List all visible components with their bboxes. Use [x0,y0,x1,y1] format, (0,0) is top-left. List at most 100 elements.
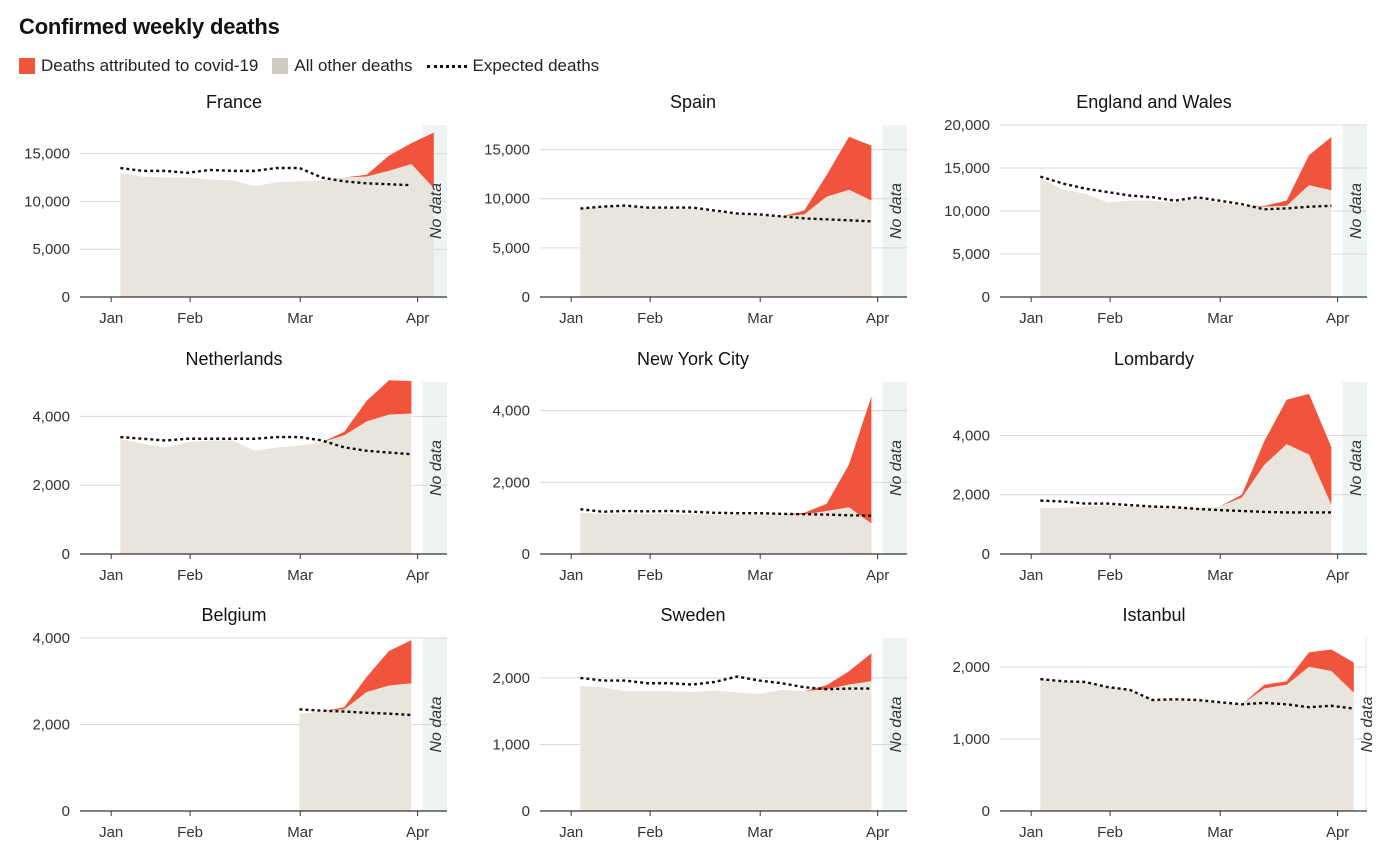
panel-title: Netherlands [185,349,282,369]
other-deaths-area [1040,178,1332,297]
y-tick-label: 10,000 [944,203,990,220]
panel-title: Istanbul [1122,605,1185,625]
no-data-label: No data [428,440,445,496]
no-data-label: No data [1348,183,1365,239]
y-tick-label: 4,000 [32,630,70,647]
no-data-label: No data [428,696,445,752]
legend-label-expected: Expected deaths [472,56,600,75]
y-tick-label: 1,000 [952,731,990,748]
expected-deaths-line [1040,499,1332,514]
y-tick-label: 2,000 [492,474,530,491]
y-tick-label: 2,000 [32,717,70,734]
x-tick-label: Apr [1326,310,1349,327]
x-tick-label: Mar [1207,310,1233,327]
x-tick-label: Jan [559,567,583,584]
expected-deaths-line [580,508,872,517]
expected-deaths-line [120,166,412,187]
covid-deaths-area [580,396,872,524]
y-tick-label: 0 [522,803,530,820]
x-tick-label: Mar [1207,824,1233,841]
y-tick-label: 0 [982,803,990,820]
legend-item-other: All other deaths [272,56,413,76]
x-tick-label: Jan [99,310,123,327]
x-tick-label: Jan [99,824,123,841]
x-tick-label: Feb [637,567,663,584]
other-deaths-area [580,507,872,554]
legend: Deaths attributed to covid-19 All other … [19,54,613,78]
no-data-band [882,638,907,811]
y-tick-label: 10,000 [24,193,70,210]
expected-deaths-line [580,675,872,691]
legend-line-expected [426,64,467,68]
y-tick-label: 2,000 [952,487,990,504]
x-tick-label: Feb [177,824,203,841]
panel-title: Sweden [660,605,725,625]
y-tick-label: 20,000 [944,117,990,134]
x-tick-label: Feb [637,310,663,327]
y-tick-label: 2,000 [952,659,990,676]
no-data-band [1342,382,1367,554]
y-tick-label: 5,000 [32,241,70,258]
panel-istanbul: Istanbul 0 1,000 2,000 Jan Feb Mar Apr No data [952,605,1376,841]
legend-item-expected: Expected deaths [426,56,600,76]
no-data-label: No data [1348,440,1365,496]
x-tick-label: Jan [99,567,123,584]
other-deaths-area [1040,444,1332,554]
no-data-label: No data [888,696,905,752]
panel-france: France 0 5,000 10,000 15,000 Jan Feb Mar Apr No d… [24,92,447,327]
covid-deaths-area [299,640,412,714]
other-deaths-area [120,413,412,554]
y-tick-label: 10,000 [484,191,530,208]
legend-label-covid: Deaths attributed to covid-19 [41,56,259,75]
y-tick-label: 0 [62,546,70,563]
x-tick-label: Apr [406,567,429,584]
y-tick-label: 15,000 [24,146,70,163]
y-tick-label: 5,000 [952,246,990,263]
x-tick-label: Feb [1097,567,1123,584]
no-data-label: No data [888,183,905,239]
panel-title: France [206,92,262,112]
y-tick-label: 0 [62,289,70,306]
y-tick-label: 2,000 [492,670,530,687]
y-tick-label: 5,000 [492,240,530,257]
other-deaths-area [1040,666,1354,811]
x-tick-label: Apr [406,310,429,327]
expected-deaths-line [120,435,412,456]
y-tick-label: 0 [62,803,70,820]
y-tick-label: 2,000 [32,477,70,494]
x-tick-label: Mar [747,567,773,584]
chart-title: Confirmed weekly deaths [19,14,280,39]
x-tick-label: Mar [1207,567,1233,584]
panel-title: England and Wales [1076,92,1231,112]
x-tick-label: Mar [287,567,313,584]
x-tick-label: Apr [1326,567,1349,584]
y-tick-label: 15,000 [944,160,990,177]
expected-deaths-line [580,204,872,223]
legend-swatch-other [272,58,289,74]
x-tick-label: Jan [1019,824,1043,841]
x-tick-label: Feb [637,824,663,841]
legend-label-other: All other deaths [294,56,413,75]
panel-spain: Spain 0 5,000 10,000 15,000 Jan Feb Mar Apr No da… [484,92,907,327]
covid-deaths-area [1040,649,1354,705]
x-tick-label: Apr [866,310,889,327]
panel-netherlands: Netherlands 0 2,000 4,000 Jan Feb Mar Apr No dat… [32,349,447,584]
y-tick-label: 4,000 [32,408,70,425]
y-tick-label: 0 [982,289,990,306]
y-tick-label: 4,000 [492,403,530,420]
panel-title: New York City [637,349,749,369]
no-data-label: No data [888,440,905,496]
y-tick-label: 15,000 [484,142,530,159]
y-tick-label: 0 [522,289,530,306]
expected-deaths-line [299,708,412,717]
x-tick-label: Feb [177,567,203,584]
x-tick-label: Mar [747,824,773,841]
x-tick-label: Apr [866,567,889,584]
other-deaths-area [299,683,412,811]
covid-deaths-area [120,380,412,451]
y-tick-label: 1,000 [492,736,530,753]
panel-england-and-wales: England and Wales 0 5,000 10,000 15,000 20,00… [944,92,1367,327]
x-tick-label: Apr [866,824,889,841]
other-deaths-area [580,189,872,297]
